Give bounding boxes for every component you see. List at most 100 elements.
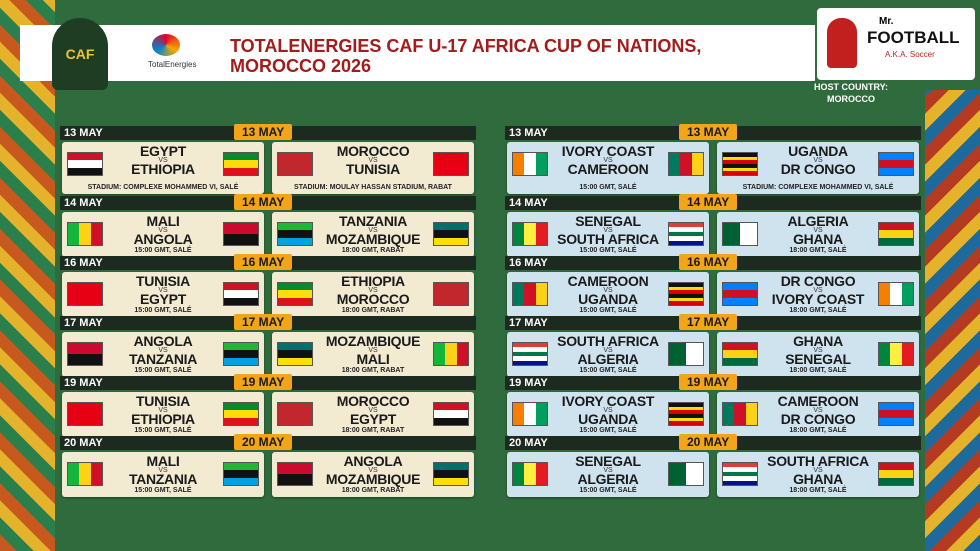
- home-team: EGYPT: [140, 143, 186, 159]
- flag-stripe: [879, 343, 891, 365]
- date-label: 16 MAY: [64, 257, 103, 269]
- vs-label: VS: [158, 157, 168, 164]
- vs-label: VS: [813, 287, 823, 294]
- vs-label: VS: [368, 407, 378, 414]
- flag-stripe: [734, 403, 746, 425]
- match-info: 18:00 GMT, RABAT: [341, 427, 405, 434]
- flag: [223, 402, 259, 426]
- date-tab: 16 MAY: [234, 254, 293, 270]
- flag-stripe: [513, 223, 525, 245]
- sponsor-name: TotalEnergies: [148, 60, 197, 69]
- brand-name: FOOTBALL: [867, 28, 960, 47]
- flag-stripe: [879, 410, 913, 418]
- flag: [433, 152, 469, 176]
- date-tab: 16 MAY: [679, 254, 738, 270]
- vs-label: VS: [158, 287, 168, 294]
- flag: [722, 222, 758, 246]
- vs-label: VS: [603, 407, 613, 414]
- flag-stripe: [278, 350, 312, 358]
- flag-stripe: [723, 156, 757, 161]
- flag: [67, 462, 103, 486]
- flag: [67, 282, 103, 306]
- match-info: 18:00 GMT, RABAT: [341, 307, 405, 314]
- date-label: 17 MAY: [64, 317, 103, 329]
- match-info: 15:00 GMT, SALÉ: [134, 487, 192, 494]
- flag-stripe: [879, 403, 913, 411]
- flag: [722, 462, 758, 486]
- flag-stripe: [434, 283, 468, 305]
- flag: [67, 222, 103, 246]
- flag: [878, 222, 914, 246]
- flag-stripe: [723, 153, 757, 157]
- vs-label: VS: [813, 347, 823, 354]
- vs-label: VS: [813, 157, 823, 164]
- flag-stripe: [224, 290, 258, 298]
- flag-stripe: [68, 343, 102, 354]
- flag-stripe: [278, 290, 312, 298]
- flag-stripe: [723, 403, 735, 425]
- caf-logo: CAF: [52, 18, 108, 90]
- match-card: DR CONGO VS IVORY COAST 18:00 GMT, SALÉ: [717, 272, 919, 317]
- date-label: 17 MAY: [509, 317, 548, 329]
- date-tab: 20 MAY: [234, 434, 293, 450]
- away-team: GHANA: [793, 471, 843, 487]
- match-card: SOUTH AFRICA VS ALGERIA 15:00 GMT, SALÉ: [507, 332, 709, 377]
- date-label: 16 MAY: [509, 257, 548, 269]
- flag-stripe: [524, 153, 536, 175]
- home-team: IVORY COAST: [561, 393, 655, 409]
- match-card: SENEGAL VS SOUTH AFRICA 15:00 GMT, SALÉ: [507, 212, 709, 257]
- flag-stripe: [278, 283, 312, 291]
- flag-stripe: [723, 476, 757, 481]
- flag-stripe: [434, 223, 468, 231]
- match-info: 15:00 GMT, SALÉ: [134, 367, 192, 374]
- match-info: 15:00 GMT, SALÉ: [579, 427, 637, 434]
- away-team: UGANDA: [578, 291, 638, 307]
- flag: [668, 342, 704, 366]
- date-tab: 17 MAY: [679, 314, 738, 330]
- flag-stripe: [224, 417, 258, 425]
- flag-stripe: [723, 357, 757, 365]
- match-info: STADIUM: COMPLEXE MOHAMMED VI, SALÉ: [87, 184, 239, 191]
- away-team: ALGERIA: [577, 351, 639, 367]
- flag-stripe: [723, 467, 757, 472]
- flag-stripe: [524, 403, 536, 425]
- flag: [223, 152, 259, 176]
- flag-stripe: [745, 403, 757, 425]
- match-card: MOROCCO VS EGYPT 18:00 GMT, RABAT: [272, 392, 474, 437]
- flag-stripe: [278, 463, 312, 474]
- flag-stripe: [535, 153, 547, 175]
- vs-label: VS: [603, 467, 613, 474]
- away-team: ETHIOPIA: [131, 161, 195, 177]
- vs-label: VS: [158, 347, 168, 354]
- flag-stripe: [669, 153, 681, 175]
- match-info: 18:00 GMT, SALÉ: [789, 307, 847, 314]
- flag-stripe: [513, 403, 525, 425]
- flag: [512, 282, 548, 306]
- brand-logo: Mr. FOOTBALL A.K.A. Soccer: [817, 8, 975, 80]
- flag-stripe: [879, 417, 913, 425]
- date-label: 19 MAY: [64, 377, 103, 389]
- flag: [668, 222, 704, 246]
- flag-stripe: [524, 283, 536, 305]
- flag-stripe: [224, 463, 258, 471]
- flag: [433, 402, 469, 426]
- vs-label: VS: [603, 157, 613, 164]
- title: TOTALENERGIES CAF U-17 AFRICA CUP OF NAT…: [230, 36, 701, 76]
- flag-stripe: [879, 153, 913, 161]
- flag-stripe: [434, 343, 446, 365]
- flag: [223, 282, 259, 306]
- flag: [722, 282, 758, 306]
- host-country: MOROCCO: [827, 94, 875, 104]
- flag-stripe: [890, 343, 902, 365]
- away-team: EGYPT: [140, 291, 186, 307]
- flag-stripe: [669, 410, 703, 415]
- home-team: CAMEROON: [567, 273, 649, 289]
- flag-stripe: [513, 343, 547, 348]
- match-info: 18:00 GMT, RABAT: [341, 367, 405, 374]
- flag-stripe: [278, 403, 312, 425]
- date-tab: 19 MAY: [679, 374, 738, 390]
- flag: [878, 462, 914, 486]
- match-card: IVORY COAST VS CAMEROON 15:00 GMT, SALÉ: [507, 142, 709, 194]
- flag-stripe: [879, 230, 913, 238]
- flag-stripe: [669, 236, 703, 241]
